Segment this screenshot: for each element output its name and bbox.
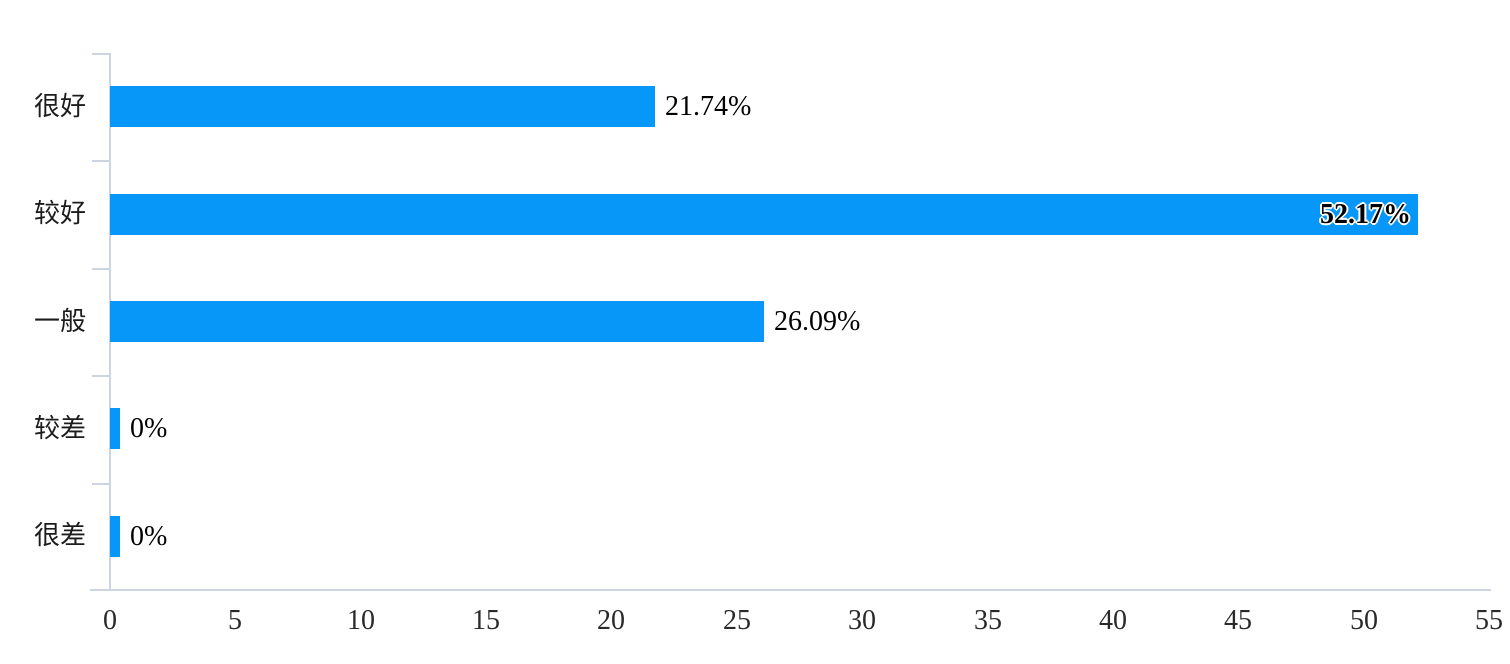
category-label: 一般 — [33, 307, 86, 336]
bar — [110, 516, 120, 557]
bar-value-label: 52.17% — [1320, 199, 1411, 230]
bar-value-label: 26.09% — [774, 306, 861, 337]
y-axis-tick — [92, 160, 110, 162]
bar — [110, 301, 764, 342]
x-axis-tick-label: 10 — [347, 605, 375, 636]
bar-value-label: 21.74% — [665, 91, 752, 122]
category-label: 很好 — [33, 92, 86, 121]
category-label: 较好 — [33, 199, 86, 228]
x-axis-tick-label: 55 — [1475, 605, 1503, 636]
x-axis-tick-label: 0 — [103, 605, 117, 636]
y-axis-tick — [92, 53, 110, 55]
x-axis-tick-label: 15 — [472, 605, 500, 636]
y-axis-tick — [92, 268, 110, 270]
x-axis-tick-label: 45 — [1224, 605, 1252, 636]
x-axis-tick-label: 20 — [597, 605, 625, 636]
bar — [110, 408, 120, 449]
bar-value-label: 0% — [130, 413, 168, 444]
x-axis-tick-label: 35 — [974, 605, 1002, 636]
category-label: 很差 — [33, 521, 86, 550]
x-axis-tick-label: 30 — [848, 605, 876, 636]
x-axis-tick-label: 25 — [723, 605, 751, 636]
category-label: 较差 — [33, 414, 86, 443]
x-axis-tick-label: 40 — [1099, 605, 1127, 636]
x-axis-tick-label: 50 — [1350, 605, 1378, 636]
bar — [110, 86, 655, 127]
x-axis-line — [90, 589, 1491, 591]
bar — [110, 194, 1418, 235]
y-axis-tick — [92, 375, 110, 377]
bar-value-label: 0% — [130, 521, 168, 552]
y-axis-tick — [92, 483, 110, 485]
x-axis-tick-label: 5 — [228, 605, 242, 636]
